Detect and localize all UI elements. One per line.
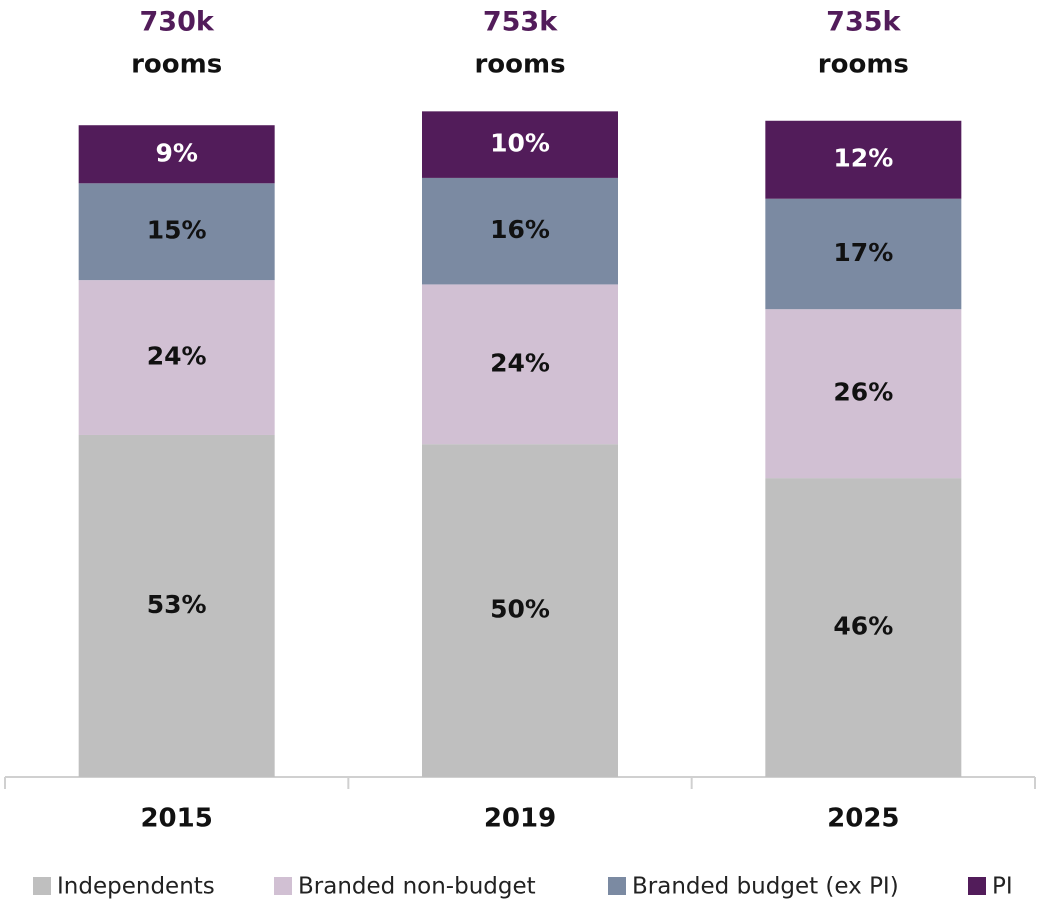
data-label: 24% <box>147 342 207 371</box>
legend-label: Branded non-budget <box>298 874 536 900</box>
legend-label: PI <box>992 874 1013 900</box>
legend-swatch <box>33 877 51 895</box>
bar-segment <box>422 111 618 178</box>
data-label: 10% <box>490 129 550 158</box>
legend-swatch <box>608 877 626 895</box>
data-label: 15% <box>147 216 207 245</box>
data-label: 46% <box>833 612 893 641</box>
x-tick-label: 2015 <box>140 804 212 834</box>
bar-segment <box>78 434 275 777</box>
data-label: 50% <box>490 595 550 624</box>
bar-segment <box>765 120 962 199</box>
bar-segment <box>765 198 962 310</box>
bar-segment <box>78 125 275 184</box>
bar-segment <box>78 183 275 281</box>
total-unit: rooms <box>131 50 222 80</box>
data-label: 17% <box>833 238 893 267</box>
legend-swatch <box>968 877 986 895</box>
total-label: 753k <box>483 7 558 38</box>
total-label: 730k <box>140 7 215 38</box>
x-tick-label: 2025 <box>827 804 899 834</box>
legend-swatch <box>274 877 292 895</box>
total-label: 735k <box>826 7 901 38</box>
data-label: 24% <box>490 348 550 377</box>
bar-segment <box>78 280 275 435</box>
x-tick-label: 2019 <box>484 804 556 834</box>
data-label: 12% <box>833 144 893 173</box>
data-label: 53% <box>147 590 207 619</box>
data-label: 16% <box>490 215 550 244</box>
bar-segment <box>422 177 618 285</box>
data-label: 26% <box>833 378 893 407</box>
legend-label: Independents <box>57 874 215 900</box>
bar-segment <box>422 444 618 777</box>
total-unit: rooms <box>474 50 565 80</box>
legend-label: Branded budget (ex PI) <box>632 874 899 900</box>
data-label: 9% <box>155 138 197 167</box>
total-unit: rooms <box>818 50 909 80</box>
bar-segment <box>765 309 962 479</box>
bar-segment <box>765 478 962 777</box>
bar-segment <box>422 284 618 445</box>
